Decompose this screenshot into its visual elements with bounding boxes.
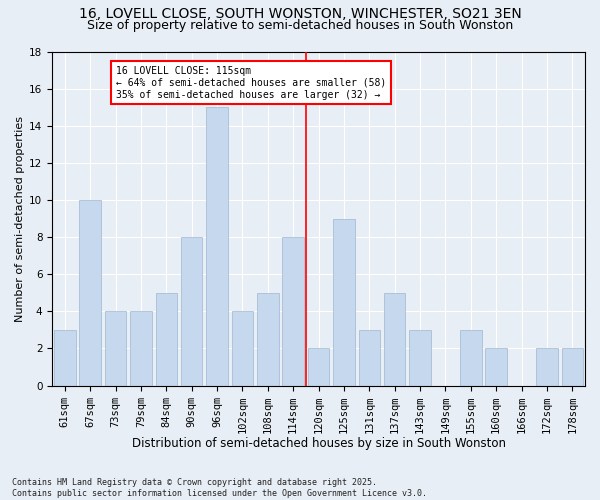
- Bar: [384, 293, 406, 386]
- Text: 16 LOVELL CLOSE: 115sqm
← 64% of semi-detached houses are smaller (58)
35% of se: 16 LOVELL CLOSE: 115sqm ← 64% of semi-de…: [116, 66, 386, 100]
- Bar: [181, 237, 202, 386]
- Bar: [536, 348, 558, 386]
- Bar: [308, 348, 329, 386]
- Text: 16, LOVELL CLOSE, SOUTH WONSTON, WINCHESTER, SO21 3EN: 16, LOVELL CLOSE, SOUTH WONSTON, WINCHES…: [79, 8, 521, 22]
- X-axis label: Distribution of semi-detached houses by size in South Wonston: Distribution of semi-detached houses by …: [131, 437, 506, 450]
- Bar: [562, 348, 583, 386]
- Bar: [105, 312, 127, 386]
- Bar: [283, 237, 304, 386]
- Bar: [409, 330, 431, 386]
- Bar: [54, 330, 76, 386]
- Text: Size of property relative to semi-detached houses in South Wonston: Size of property relative to semi-detach…: [87, 18, 513, 32]
- Bar: [359, 330, 380, 386]
- Bar: [79, 200, 101, 386]
- Bar: [485, 348, 507, 386]
- Text: Contains HM Land Registry data © Crown copyright and database right 2025.
Contai: Contains HM Land Registry data © Crown c…: [12, 478, 427, 498]
- Bar: [130, 312, 152, 386]
- Bar: [206, 107, 228, 386]
- Bar: [460, 330, 482, 386]
- Bar: [155, 293, 177, 386]
- Bar: [257, 293, 278, 386]
- Bar: [232, 312, 253, 386]
- Bar: [333, 218, 355, 386]
- Y-axis label: Number of semi-detached properties: Number of semi-detached properties: [15, 116, 25, 322]
